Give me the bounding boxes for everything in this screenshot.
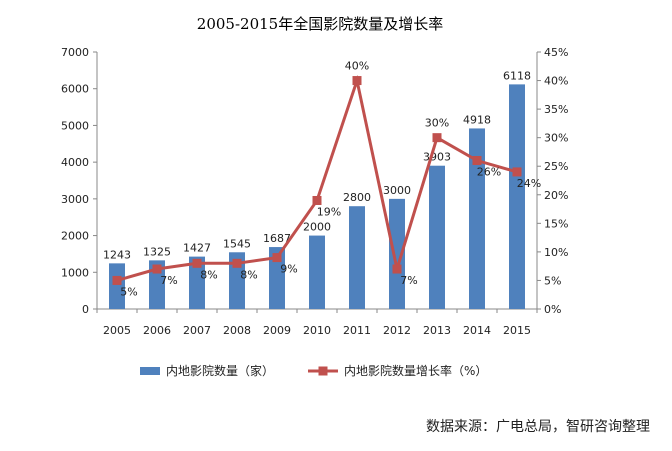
growth-value-label: 40% (345, 60, 369, 73)
bar-value-label: 4918 (463, 113, 491, 126)
left-tick-label: 7000 (61, 46, 89, 59)
left-tick-label: 0 (82, 303, 89, 316)
growth-value-label: 26% (477, 166, 501, 179)
left-tick-label: 3000 (61, 193, 89, 206)
left-tick-label: 4000 (61, 156, 89, 169)
x-tick-label: 2010 (303, 324, 331, 337)
growth-marker (232, 258, 242, 268)
growth-marker (312, 195, 322, 205)
bar (189, 256, 205, 309)
left-tick-label: 5000 (61, 119, 89, 132)
right-tick-label: 15% (544, 217, 568, 230)
bar (109, 263, 125, 309)
x-tick-label: 2015 (503, 324, 531, 337)
right-tick-label: 40% (544, 75, 568, 88)
bar (469, 128, 485, 309)
growth-value-label: 19% (317, 205, 341, 218)
left-tick-label: 6000 (61, 83, 89, 96)
right-tick-label: 20% (544, 189, 568, 202)
legend-bar-label: 内地影院数量（家） (166, 363, 274, 378)
bar-value-label: 6118 (503, 69, 531, 82)
x-tick-label: 2012 (383, 324, 411, 337)
growth-marker (432, 133, 442, 143)
plot-area: 0 1000 2000 3000 4000 5000 6000 7000 0% 5% 10% 15% 2… (61, 46, 568, 337)
growth-marker (392, 264, 402, 274)
bar-value-label: 3000 (383, 184, 411, 197)
x-tick-label: 2009 (263, 324, 291, 337)
growth-value-label: 30% (425, 117, 449, 130)
bar (309, 235, 325, 309)
x-tick-label: 2008 (223, 324, 251, 337)
right-tick-label: 10% (544, 246, 568, 259)
growth-value-label: 5% (120, 285, 137, 298)
x-tick-label: 2014 (463, 324, 491, 337)
growth-marker (192, 258, 202, 268)
bar-value-label: 1687 (263, 232, 291, 245)
right-tick-label: 30% (544, 132, 568, 145)
source-note: 数据来源：广电总局，智研咨询整理 (426, 419, 650, 435)
bar (429, 165, 445, 309)
bar (269, 247, 285, 309)
bar-value-label: 2800 (343, 191, 371, 204)
growth-marker (112, 275, 122, 285)
growth-value-label: 8% (240, 268, 257, 281)
bar-value-label: 1243 (103, 248, 131, 261)
growth-value-label: 7% (160, 274, 177, 287)
right-tick-label: 35% (544, 103, 568, 116)
bar-value-label: 3903 (423, 151, 451, 164)
right-tick-label: 45% (544, 46, 568, 59)
growth-value-label: 24% (517, 177, 541, 190)
legend-line-marker (318, 366, 328, 376)
bar (509, 84, 525, 309)
growth-marker (472, 156, 482, 166)
legend-bar-swatch (140, 367, 160, 375)
growth-value-label: 9% (280, 263, 297, 276)
bar-value-label: 1427 (183, 242, 211, 255)
bar-value-label: 2000 (303, 221, 331, 234)
growth-value-label: 8% (200, 268, 217, 281)
right-tick-label: 5% (544, 274, 561, 287)
x-tick-label: 2005 (103, 324, 131, 337)
legend: 内地影院数量（家） 内地影院数量增长率（%） (140, 363, 487, 378)
right-tick-label: 0% (544, 303, 561, 316)
left-tick-label: 2000 (61, 230, 89, 243)
growth-marker (272, 253, 282, 263)
bar-value-label: 1545 (223, 237, 251, 250)
growth-marker (352, 76, 362, 86)
growth-marker (512, 167, 522, 177)
x-tick-label: 2013 (423, 324, 451, 337)
growth-marker (152, 264, 162, 274)
growth-value-label: 7% (400, 274, 417, 287)
right-tick-label: 25% (544, 160, 568, 173)
bar (389, 198, 405, 309)
x-tick-label: 2006 (143, 324, 171, 337)
x-tick-label: 2007 (183, 324, 211, 337)
x-tick-label: 2011 (343, 324, 371, 337)
legend-line-label: 内地影院数量增长率（%） (344, 363, 487, 378)
chart-title: 2005-2015年全国影院数量及增长率 (197, 15, 443, 33)
bar (349, 206, 365, 309)
bar-value-label: 1325 (143, 245, 171, 258)
left-tick-label: 1000 (61, 266, 89, 279)
